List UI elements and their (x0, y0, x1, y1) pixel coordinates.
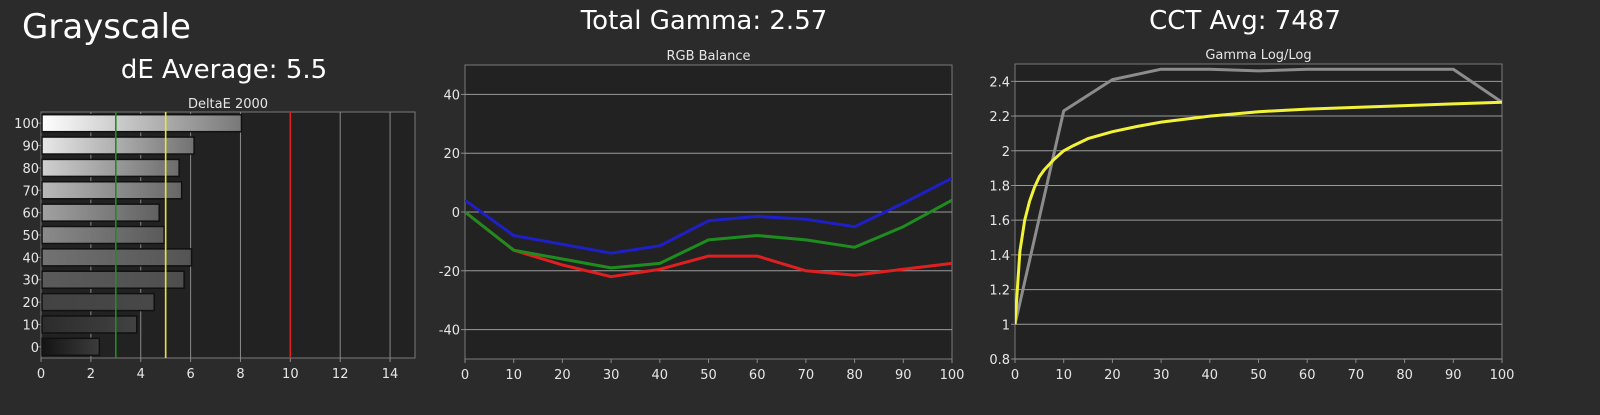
deltae-x-tick-label: 8 (236, 367, 244, 382)
gamma-x-tick-label: 100 (1490, 368, 1515, 383)
deltae-bar (41, 337, 101, 357)
deltae-chart-title: DeltaE 2000 (188, 97, 268, 112)
rgb-y-tick-label: -40 (439, 324, 460, 339)
rgb-series-line (465, 210, 952, 279)
deltae-bar (41, 203, 160, 222)
rgb-x-tick-label: 60 (749, 368, 766, 383)
deltae-y-tick-label: 100 (14, 117, 39, 132)
gamma-x-tick-label: 0 (1011, 368, 1019, 383)
deltae-x-tick-label: 0 (37, 367, 45, 382)
gamma-y-tick-label: 1.8 (989, 179, 1010, 194)
deltae-y-tick-label: 40 (22, 251, 39, 266)
page-title: Grayscale (22, 7, 191, 47)
deltae-bar (41, 270, 185, 289)
gamma-series-group (1015, 67, 1502, 325)
deltae-y-tick-label: 0 (31, 341, 39, 356)
gamma-chart: Gamma Log/Log 0.8 1 1.2 1.4 1.6 1.8 2 2.2 2.4 0 10 2… (989, 48, 1514, 383)
deltae-bar (41, 158, 180, 178)
gamma-series-line (1015, 67, 1502, 325)
rgb-y-tick-label: 20 (443, 147, 460, 162)
gamma-y-tick-label: 1.4 (989, 249, 1010, 264)
gamma-y-tick-label: 2.4 (989, 75, 1010, 90)
rgb-x-tick-label: 70 (798, 368, 815, 383)
rgb-series-line (465, 198, 952, 270)
gamma-y-tick-label: 2.2 (989, 110, 1010, 125)
deltae-y-tick-label: 10 (22, 318, 39, 333)
gamma-y-tick-label: 2 (1002, 145, 1010, 160)
deltae-bar (41, 181, 183, 200)
rgb-y-tick-label: 0 (452, 206, 460, 221)
gamma-y-tick-label: 1.2 (989, 284, 1010, 299)
deltae-y-tick-label: 60 (22, 207, 39, 222)
deltae-y-tick-label: 50 (22, 229, 39, 244)
deltae-x-tick-label: 2 (87, 367, 95, 382)
deltae-bar (41, 225, 165, 245)
gamma-x-tick-label: 50 (1250, 368, 1267, 383)
rgb-x-tick-label: 40 (652, 368, 669, 383)
cct-average-label: CCT Avg: 7487 (1149, 6, 1341, 36)
rgb-x-tick-label: 50 (700, 368, 717, 383)
deltae-y-tick-label: 80 (22, 162, 39, 177)
gamma-plot-area (1014, 63, 1503, 360)
rgb-x-tick-label: 10 (505, 368, 522, 383)
deltae-bar (41, 136, 195, 155)
gamma-x-tick-label: 20 (1104, 368, 1121, 383)
deltae-bar (41, 292, 155, 312)
gamma-series-line (1015, 100, 1502, 325)
deltae-x-tick-label: 10 (282, 367, 299, 382)
rgb-series-group (465, 176, 952, 279)
gamma-x-tick-label: 90 (1445, 368, 1462, 383)
deltae-y-tick-label: 20 (22, 296, 39, 311)
gamma-x-tick-label: 30 (1153, 368, 1170, 383)
gamma-x-tick-label: 60 (1299, 368, 1316, 383)
deltae-x-tick-label: 12 (332, 367, 349, 382)
rgb-x-tick-label: 80 (846, 368, 863, 383)
total-gamma-label: Total Gamma: 2.57 (580, 6, 828, 36)
rgb-x-tick-label: 90 (895, 368, 912, 383)
gamma-x-tick-label: 80 (1396, 368, 1413, 383)
rgb-x-tick-label: 20 (554, 368, 571, 383)
gamma-x-tick-label: 10 (1055, 368, 1072, 383)
deltae-y-tick-label: 30 (22, 274, 39, 289)
rgb-balance-chart: RGB Balance -40 -20 0 20 40 0 10 20 30 40 50 60 70 80 9… (439, 49, 965, 383)
deltae-x-tick-label: 14 (382, 367, 399, 382)
deltae-bar (41, 315, 138, 334)
deltae-x-tick-label: 4 (137, 367, 145, 382)
deltae-bar (41, 113, 243, 133)
rgb-x-tick-label: 0 (461, 368, 469, 383)
rgb-chart-title: RGB Balance (666, 49, 750, 64)
gamma-y-tick-label: 0.8 (989, 353, 1010, 368)
gamma-x-tick-label: 70 (1348, 368, 1365, 383)
gamma-y-tick-label: 1 (1002, 318, 1010, 333)
rgb-series-line (465, 176, 952, 255)
de-average-label: dE Average: 5.5 (121, 55, 327, 85)
gamma-chart-title: Gamma Log/Log (1205, 48, 1311, 63)
rgb-y-tick-label: -20 (439, 265, 460, 280)
deltae-x-tick-label: 6 (186, 367, 194, 382)
deltae-y-tick-label: 70 (22, 184, 39, 199)
deltae-bar (41, 248, 193, 267)
gamma-y-tick-label: 1.6 (989, 214, 1010, 229)
rgb-x-tick-label: 100 (940, 368, 965, 383)
rgb-x-tick-label: 30 (603, 368, 620, 383)
deltae-y-tick-label: 90 (22, 140, 39, 155)
rgb-y-tick-label: 40 (443, 88, 460, 103)
gamma-x-tick-label: 40 (1202, 368, 1219, 383)
